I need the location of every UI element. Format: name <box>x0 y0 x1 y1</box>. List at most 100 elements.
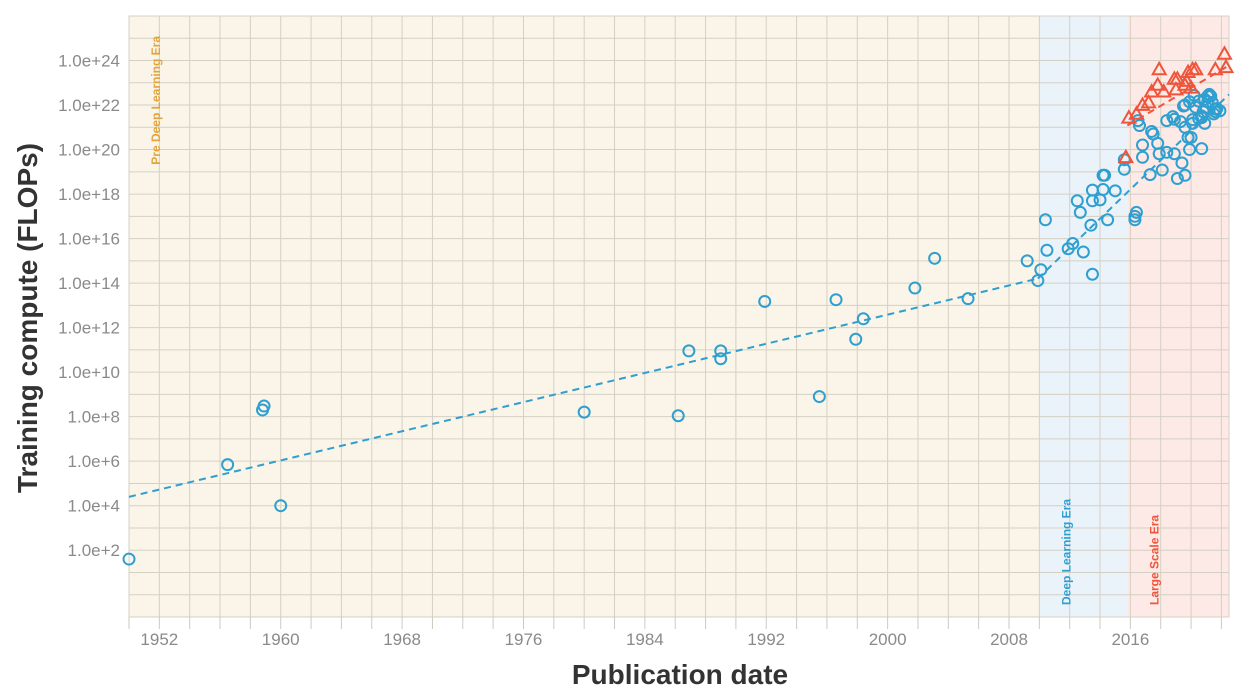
data-point-circle <box>1066 237 1080 251</box>
x-tick-label: 1992 <box>747 630 785 649</box>
data-point-triangle <box>1187 60 1204 76</box>
era-band <box>1039 16 1128 617</box>
data-point-circle <box>1136 138 1150 152</box>
y-tick-label: 1.0e+22 <box>58 96 120 115</box>
x-tick-label: 2008 <box>990 630 1028 649</box>
grid-lines <box>128 15 1230 629</box>
data-point-circle <box>849 332 863 346</box>
data-point-circle <box>1183 143 1197 157</box>
data-point-circle <box>1170 172 1184 186</box>
y-tick-label: 1.0e+4 <box>68 497 120 516</box>
data-point-circle <box>714 352 728 366</box>
data-point-triangle <box>1178 72 1195 87</box>
data-point-circle <box>1096 183 1110 197</box>
data-point-triangle <box>1169 70 1186 85</box>
y-tick-label: 1.0e+12 <box>58 319 120 338</box>
x-axis-title: Publication date <box>572 659 788 690</box>
data-point-circle <box>856 312 870 326</box>
data-point-circle <box>1167 112 1181 126</box>
data-point-circle <box>1085 267 1099 281</box>
data-point-circle <box>1152 147 1166 161</box>
y-axis-ticks: 1.0e+2 1.0e+4 1.0e+6 1.0e+8 1.0e+10 1.0e+12 1.… <box>58 52 120 561</box>
x-tick-label: 2016 <box>1111 630 1149 649</box>
data-point-circle <box>257 399 271 413</box>
data-point-triangle <box>1149 76 1166 91</box>
data-point-circle <box>758 294 772 308</box>
era-label: Deep Learning Era <box>1059 499 1073 605</box>
data-point-triangle <box>1134 96 1151 111</box>
y-tick-label: 1.0e+6 <box>68 452 120 471</box>
data-point-circle <box>1167 147 1181 161</box>
x-tick-label: 1984 <box>626 630 664 649</box>
data-point-circle <box>1038 213 1052 227</box>
x-tick-label: 1952 <box>140 630 178 649</box>
data-point-circle <box>1178 168 1192 182</box>
data-point-circle <box>1070 194 1084 208</box>
data-point-circle <box>1204 89 1218 103</box>
data-point-circle <box>1175 156 1189 170</box>
x-tick-label: 1968 <box>383 630 421 649</box>
data-point-circle <box>1084 218 1098 232</box>
data-point-circle <box>1195 142 1209 156</box>
data-point-circle <box>671 409 685 423</box>
data-point-circle <box>274 499 288 513</box>
data-point-circle <box>1132 119 1146 133</box>
trend-line <box>1126 64 1230 127</box>
data-point-circle <box>221 458 235 472</box>
y-tick-label: 1.0e+16 <box>58 230 120 249</box>
y-tick-label: 1.0e+20 <box>58 141 120 160</box>
y-tick-label: 1.0e+18 <box>58 185 120 204</box>
data-point-triangle <box>1150 60 1168 76</box>
data-point-circle <box>577 405 591 419</box>
data-point-circle <box>1129 205 1143 219</box>
data-point-circle <box>1198 116 1212 130</box>
data-point-triangle <box>1155 83 1172 98</box>
y-axis-title: Training compute (FLOPs) <box>12 143 43 493</box>
data-point-circle <box>1143 168 1157 182</box>
era-label: Pre Deep Learning Era <box>149 36 163 165</box>
data-points <box>122 45 1234 566</box>
data-point-triangle <box>1117 148 1135 164</box>
data-point-circle <box>682 344 696 358</box>
data-point-circle <box>812 390 826 404</box>
data-point-circle <box>908 281 922 295</box>
data-point-circle <box>1108 184 1122 198</box>
data-point-circle <box>1034 263 1048 277</box>
data-point-circle <box>1210 101 1224 115</box>
data-point-circle <box>714 344 728 358</box>
data-point-circle <box>1076 245 1090 259</box>
x-tick-label: 2000 <box>869 630 907 649</box>
data-point-circle <box>1020 254 1034 268</box>
data-point-triangle <box>1140 93 1157 109</box>
data-point-circle <box>1073 205 1087 219</box>
data-point-triangle <box>1128 105 1145 120</box>
data-point-circle <box>1136 150 1150 164</box>
data-point-circle <box>1101 213 1115 227</box>
data-point-circle <box>122 552 136 566</box>
y-tick-label: 1.0e+2 <box>68 541 120 560</box>
y-tick-label: 1.0e+10 <box>58 363 120 382</box>
data-point-triangle <box>1182 79 1200 94</box>
data-point-circle <box>1098 168 1112 182</box>
data-point-triangle <box>1207 60 1224 76</box>
plot-frame <box>128 15 1230 618</box>
data-point-circle <box>1040 243 1054 257</box>
data-point-triangle <box>1217 58 1234 74</box>
data-point-triangle <box>1216 45 1233 60</box>
x-tick-label: 1976 <box>505 630 543 649</box>
data-point-circle <box>928 251 942 265</box>
x-axis-ticks: 1952 1960 1968 1976 1984 1992 2000 2008 2016 <box>140 630 1149 649</box>
data-point-circle <box>829 293 843 307</box>
y-tick-label: 1.0e+14 <box>58 274 120 293</box>
data-point-circle <box>961 292 975 306</box>
y-tick-label: 1.0e+8 <box>68 408 120 427</box>
data-point-triangle <box>1143 83 1160 98</box>
data-point-circle <box>1155 163 1169 177</box>
data-point-circle <box>1160 145 1174 159</box>
era-labels: Pre Deep Learning Era Deep Learning Era La… <box>149 36 1161 605</box>
data-point-circle <box>1202 87 1216 101</box>
data-point-circle <box>1184 130 1198 144</box>
y-tick-label: 1.0e+24 <box>58 52 120 71</box>
x-tick-label: 1960 <box>262 630 300 649</box>
